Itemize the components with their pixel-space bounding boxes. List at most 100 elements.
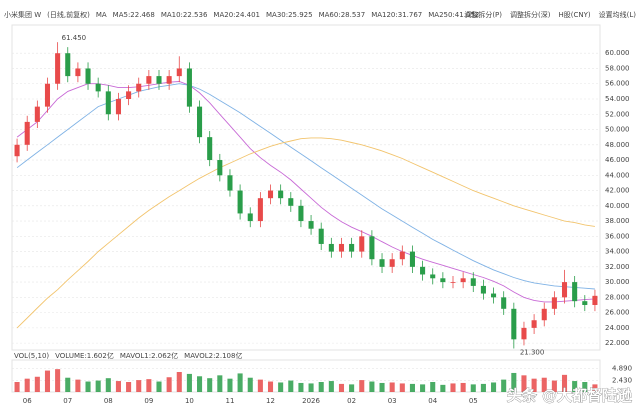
volume-bar <box>582 382 588 392</box>
volume-bar <box>359 380 365 392</box>
volume-bar <box>379 382 385 392</box>
candle-body <box>14 144 20 157</box>
volume-bar <box>55 369 61 392</box>
candle-body <box>470 278 476 286</box>
volume-bar <box>501 379 507 392</box>
candle-body <box>460 278 466 283</box>
candle-body <box>531 320 537 328</box>
candle-body <box>115 99 121 115</box>
volume-bar <box>65 377 71 392</box>
min-label: 21.300 <box>520 348 545 356</box>
volume-bar <box>561 374 568 392</box>
volume-bar <box>105 378 111 392</box>
candle-body <box>541 308 547 321</box>
toolbar-item[interactable]: 调整拆分(深) <box>510 10 551 19</box>
volume-bar <box>278 382 284 392</box>
y-tick-label: 28.000 <box>605 293 630 301</box>
candle-body <box>349 243 355 252</box>
ma-line <box>16 81 595 303</box>
candle-body <box>551 297 557 309</box>
volume-bar <box>592 384 598 392</box>
legend-entry: MA10:22.536 <box>161 11 208 19</box>
candle-body <box>105 91 111 115</box>
volume-bar <box>247 377 253 392</box>
volume-bar <box>14 382 20 392</box>
legend-entry: MA60:28.537 <box>319 11 366 19</box>
candle-body <box>24 121 30 145</box>
toolbar-item[interactable]: H股(CNY) <box>558 11 590 19</box>
x-tick-label: 10 <box>185 397 194 405</box>
volume-bar <box>572 381 578 392</box>
legend-entry: MA250:41.052 <box>428 11 479 19</box>
watermark: 头条 @大都督陆逊 <box>507 387 632 405</box>
volume-bar <box>44 370 51 392</box>
volume-bar <box>480 383 486 392</box>
y-tick-label: 46.000 <box>605 156 630 164</box>
x-tick-label: 05 <box>469 397 478 405</box>
x-tick-label: 09 <box>144 397 153 405</box>
price-panel <box>11 24 601 351</box>
candle-body <box>572 282 578 302</box>
y-tick-label: 34.000 <box>605 248 630 256</box>
candle-body <box>257 198 263 222</box>
candle-body <box>298 205 304 222</box>
candle-body <box>95 83 101 92</box>
candle-body <box>491 293 497 298</box>
volume-bar <box>217 375 223 392</box>
toolbar-item[interactable]: 设置均线(L) <box>599 10 637 19</box>
candle-body <box>126 91 132 100</box>
volume-bar <box>470 384 476 392</box>
candle-body <box>75 68 81 77</box>
volume-bar <box>318 382 324 392</box>
candle-body <box>338 243 345 252</box>
candle-body <box>450 282 456 283</box>
volume-bar <box>399 383 405 392</box>
volume-bar <box>166 377 172 392</box>
toolbar-item[interactable]: 调整拆分(P) <box>464 10 502 19</box>
candle-body <box>267 190 274 199</box>
volume-bar <box>349 384 355 392</box>
candle-body <box>409 251 415 267</box>
candle-body <box>420 266 426 275</box>
y-tick-label: 30.000 <box>605 278 630 286</box>
volume-bar <box>298 382 304 392</box>
candle-body <box>359 236 365 252</box>
subtitle: (日线,前复权) <box>47 10 90 19</box>
volume-bar <box>197 376 203 392</box>
candle-body <box>65 53 71 77</box>
candle-body <box>44 83 51 107</box>
candle-body <box>308 221 314 229</box>
volume-bar <box>369 381 375 392</box>
x-tick-label: 04 <box>428 397 437 405</box>
legend-entry: MA20:24.401 <box>213 11 260 19</box>
volume-bar <box>176 372 182 392</box>
volume-legend: VOLUME:1.602亿 <box>55 351 114 360</box>
y-tick-label: 36.000 <box>605 232 630 240</box>
volume-bar <box>389 382 395 392</box>
candle-body <box>389 259 395 267</box>
candle-body <box>227 175 233 191</box>
candle-body <box>379 259 385 267</box>
volume-legend: MAVOL1:2.062亿 <box>120 351 178 360</box>
volume-bar <box>531 378 537 392</box>
y-tick-label: 24.000 <box>605 324 630 332</box>
x-tick-label: 03 <box>388 397 397 405</box>
x-tick-label: 07 <box>63 397 72 405</box>
candle-body <box>197 106 203 138</box>
volume-bar <box>460 382 466 392</box>
legend-entry: MA120:31.767 <box>371 11 422 19</box>
candle-body <box>176 68 182 77</box>
candle-body <box>592 295 598 305</box>
volume-bar <box>491 382 497 392</box>
volume-bar <box>227 378 233 392</box>
y-tick-label: 4.890 <box>612 365 632 373</box>
y-tick-label: 58.000 <box>605 64 630 72</box>
volume-bar <box>186 373 192 392</box>
volume-bar <box>440 384 446 392</box>
volume-bar <box>75 379 81 392</box>
volume-bar <box>207 378 213 392</box>
y-tick-label: 56.000 <box>605 80 630 88</box>
volume-bar <box>420 384 426 392</box>
y-tick-label: 42.000 <box>605 187 630 195</box>
